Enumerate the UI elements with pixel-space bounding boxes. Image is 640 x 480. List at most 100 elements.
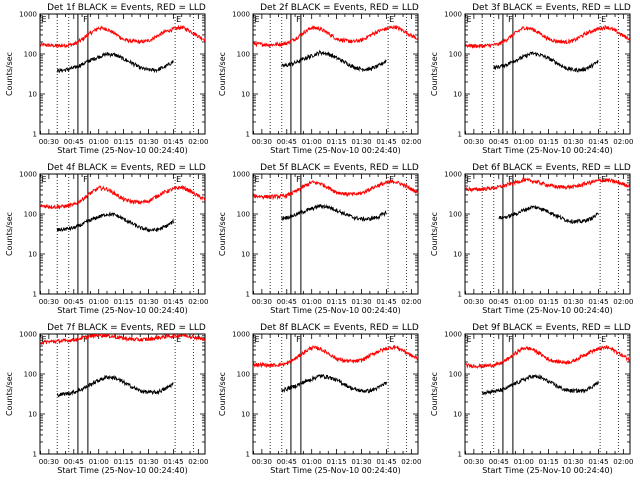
y-axis-label: Counts/sec — [5, 372, 14, 416]
y-tick-label: 1 — [33, 291, 37, 299]
x-axis-label: Start Time (25-Nov-10 00:24:40) — [482, 466, 612, 475]
x-tick-label: 01:15 — [327, 138, 347, 146]
plot-frame — [39, 13, 206, 135]
x-tick-label: 02:00 — [401, 298, 421, 306]
lld-series-line — [253, 24, 418, 49]
y-tick-label: 10 — [241, 91, 250, 99]
panel-det-1f: Det 1f BLACK = Events, RED = LLD 1 10 100 10… — [5, 3, 208, 155]
x-tick-label: 01:00 — [89, 298, 109, 306]
lld-series-line — [465, 345, 630, 370]
x-tick-label: 00:30 — [252, 298, 272, 306]
x-axis-label: Start Time (25-Nov-10 00:24:40) — [482, 306, 612, 315]
x-tick-label: 02:00 — [613, 298, 633, 306]
y-tick-label: 100 — [24, 51, 37, 59]
lld-series-line — [253, 179, 418, 201]
y-tick-label: 1 — [246, 291, 250, 299]
x-tick-label: 01:30 — [563, 458, 583, 466]
flag-label: E — [176, 15, 181, 24]
x-tick-label: 01:00 — [514, 298, 534, 306]
x-tick-label: 01:15 — [327, 458, 347, 466]
x-tick-label: 00:30 — [39, 138, 59, 146]
x-tick-label: 00:30 — [252, 458, 272, 466]
x-tick-label: 01:30 — [138, 138, 158, 146]
panel-det-2f: Det 2f BLACK = Events, RED = LLD 1 10 100 10… — [218, 3, 421, 155]
lld-series-line — [40, 24, 205, 49]
panel-title: Det 8f BLACK = Events, RED = LLD — [260, 323, 419, 333]
x-tick-label: 01:00 — [514, 458, 534, 466]
flag-label: E — [467, 175, 472, 184]
y-tick-label: 1000 — [232, 331, 250, 339]
flag-label: E — [255, 335, 260, 344]
flag-label: F — [296, 15, 301, 24]
events-series-line — [281, 203, 387, 222]
y-axis-label: Counts/sec — [5, 52, 14, 96]
y-tick-label: 10 — [453, 251, 462, 259]
flag-label: E — [389, 15, 394, 24]
x-tick-label: 01:30 — [351, 458, 371, 466]
x-tick-label: 02:00 — [613, 138, 633, 146]
y-tick-label: 10 — [453, 91, 462, 99]
x-tick-label: 01:15 — [327, 298, 347, 306]
y-tick-label: 1000 — [232, 171, 250, 179]
y-tick-label: 100 — [24, 371, 37, 379]
x-tick-label: 00:45 — [64, 138, 84, 146]
flag-label: F — [508, 15, 513, 24]
events-series-line — [56, 211, 174, 233]
panel-title: Det 6f BLACK = Events, RED = LLD — [472, 163, 631, 173]
y-tick-label: 1000 — [444, 11, 462, 19]
x-tick-label: 02:00 — [188, 458, 208, 466]
plot-frame — [39, 333, 206, 455]
flag-label: F — [296, 175, 301, 184]
x-tick-label: 01:45 — [588, 298, 608, 306]
events-series-line — [281, 373, 387, 394]
x-tick-label: 01:45 — [588, 138, 608, 146]
flag-label: F — [508, 335, 513, 344]
x-tick-label: 01:00 — [302, 138, 322, 146]
y-tick-label: 1 — [246, 451, 250, 459]
x-tick-label: 01:15 — [539, 298, 559, 306]
flag-label: E — [176, 335, 181, 344]
plot-frame — [252, 333, 419, 455]
flag-label: F — [83, 175, 88, 184]
x-tick-label: 01:00 — [89, 458, 109, 466]
panel-det-8f: Det 8f BLACK = Events, RED = LLD 1 10 100 10… — [218, 323, 421, 475]
y-tick-label: 1 — [33, 131, 37, 139]
panel-det-5f: Det 5f BLACK = Events, RED = LLD 1 10 100 10… — [218, 163, 421, 315]
y-axis-label: Counts/sec — [430, 212, 439, 256]
x-tick-label: 01:30 — [563, 298, 583, 306]
y-tick-label: 100 — [449, 211, 462, 219]
y-tick-label: 100 — [237, 211, 250, 219]
flag-label: F — [508, 175, 513, 184]
x-tick-label: 01:15 — [114, 138, 134, 146]
panel-det-4f: Det 4f BLACK = Events, RED = LLD 1 10 100 10… — [5, 163, 208, 315]
y-axis-label: Counts/sec — [218, 52, 227, 96]
events-series-line — [281, 49, 387, 73]
x-tick-label: 01:45 — [163, 458, 183, 466]
flag-label: E — [389, 175, 394, 184]
x-tick-label: 00:45 — [64, 298, 84, 306]
events-series-line — [57, 374, 174, 398]
x-tick-label: 01:00 — [302, 458, 322, 466]
x-tick-label: 00:30 — [464, 298, 484, 306]
panel-title: Det 3f BLACK = Events, RED = LLD — [472, 3, 631, 13]
y-tick-label: 1000 — [232, 11, 250, 19]
y-tick-label: 100 — [449, 51, 462, 59]
flag-label: E — [601, 335, 606, 344]
x-tick-label: 02:00 — [188, 298, 208, 306]
x-tick-label: 01:30 — [138, 298, 158, 306]
plot-frame — [39, 173, 206, 295]
x-axis-label: Start Time (25-Nov-10 00:24:40) — [270, 306, 400, 315]
y-axis-label: Counts/sec — [218, 212, 227, 256]
y-tick-label: 1 — [458, 131, 462, 139]
x-tick-label: 01:30 — [563, 138, 583, 146]
x-tick-label: 01:00 — [89, 138, 109, 146]
y-tick-label: 1000 — [444, 171, 462, 179]
x-tick-label: 01:45 — [588, 458, 608, 466]
x-tick-label: 01:45 — [376, 458, 396, 466]
x-tick-label: 01:45 — [376, 138, 396, 146]
flag-label: E — [42, 335, 47, 344]
panel-title: Det 2f BLACK = Events, RED = LLD — [260, 3, 419, 13]
panel-det-6f: Det 6f BLACK = Events, RED = LLD 1 10 100 10… — [430, 163, 633, 315]
y-tick-label: 1000 — [19, 171, 37, 179]
flag-label: F — [83, 335, 88, 344]
